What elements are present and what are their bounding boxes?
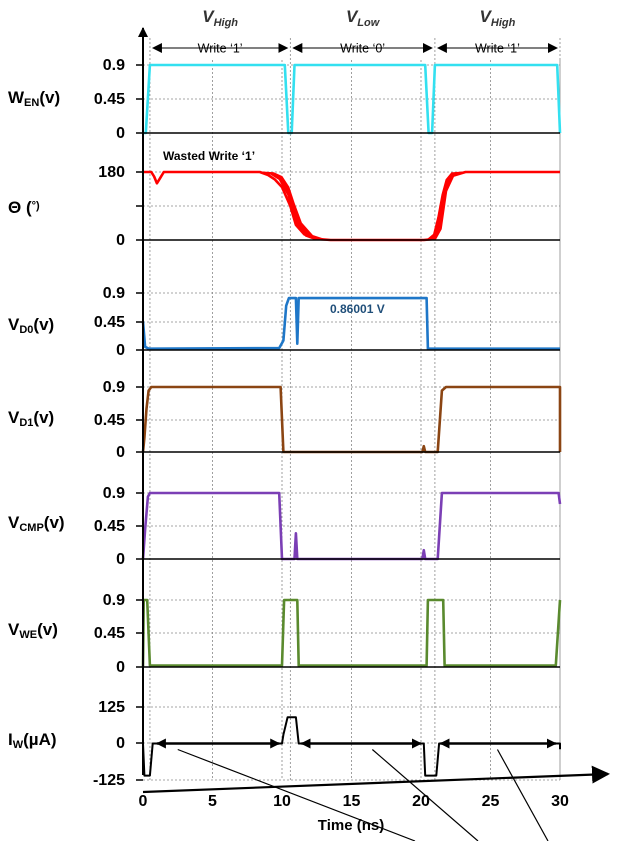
y-tick-label: 0 [116, 232, 125, 249]
x-tick-label: 30 [551, 793, 569, 810]
y-tick-label: 0.9 [103, 485, 125, 502]
panel-label-main: V [8, 408, 20, 427]
panel-label: IW(µA) [8, 730, 57, 751]
x-tick-label: 25 [482, 793, 500, 810]
y-tick-label: 180 [98, 164, 125, 181]
panel-label-main: I [8, 730, 13, 749]
y-tick-label: 0.9 [103, 592, 125, 609]
x-axis-label: Time (ns) [318, 817, 384, 834]
y-tick-label: 0 [116, 444, 125, 461]
panel-label: VD1(v) [8, 408, 54, 429]
phase-title: VHigh [480, 7, 516, 29]
phase-title-main: V [202, 7, 215, 26]
y-tick-label: 0.45 [94, 518, 125, 535]
panel-label-suffix: (µA) [23, 730, 56, 749]
x-axis-arrow [142, 765, 610, 794]
theta-transition-fill [426, 171, 463, 241]
panel-label-suffix: (v) [39, 88, 60, 107]
panel-label-main: W [8, 88, 25, 107]
y-tick-label: 0 [116, 551, 125, 568]
y-tick-label: 0.45 [94, 314, 125, 331]
panel-label-suffix: (v) [33, 408, 54, 427]
y-tick-label: 0.9 [103, 379, 125, 396]
phase-title: VHigh [202, 7, 238, 29]
x-tick-label: 10 [273, 793, 291, 810]
x-tick-label: 15 [343, 793, 361, 810]
series-line-wen [143, 63, 562, 135]
panel-label-sub: D0 [19, 324, 33, 336]
phase-title-main: V [346, 7, 359, 26]
y-tick-label: 0.45 [94, 91, 125, 108]
phase-title-sub: Low [357, 17, 380, 29]
y-tick-label: 0 [116, 735, 125, 752]
panel-label-main: V [8, 315, 20, 334]
panel-label-main: Θ ( [8, 198, 32, 217]
y-tick-label: 0.9 [103, 285, 125, 302]
panel-label: Θ (°) [8, 198, 40, 217]
panel-label: VCMP(v) [8, 513, 65, 534]
y-tick-label: 0.9 [103, 57, 125, 74]
phase-title-main: V [480, 7, 493, 26]
y-tick-label: 125 [98, 699, 125, 716]
panel-label-suffix: (v) [37, 620, 58, 639]
panel-label-suffix: °) [32, 200, 40, 212]
panel-label-main: V [8, 620, 20, 639]
panel-label-sub: CMP [19, 522, 43, 534]
series-line-iw [142, 716, 561, 777]
panel-label: WEN(v) [8, 88, 60, 109]
series-line-vwe [141, 598, 562, 668]
y-tick-label: 0.45 [94, 412, 125, 429]
series-line-vcmp [141, 491, 562, 561]
panel-label-suffix: (v) [33, 315, 54, 334]
axes-layer [136, 27, 610, 841]
vd0-value-annotation: 0.86001 V [330, 302, 385, 316]
x-tick-label: 20 [412, 793, 430, 810]
panel-label-main: V [8, 513, 20, 532]
phase-title-sub: High [491, 17, 516, 29]
y-tick-label: -125 [93, 772, 125, 789]
panel-label-sub: EN [24, 97, 39, 109]
panel-label-sub: WE [19, 629, 37, 641]
panel-label: VWE(v) [8, 620, 58, 641]
series-layer [141, 63, 562, 777]
panel-label-sub: D1 [19, 417, 33, 429]
panel-label-sub: W [13, 739, 24, 751]
x-tick-label: 0 [139, 793, 148, 810]
y-tick-label: 0 [116, 342, 125, 359]
x-tick-label: 5 [208, 793, 217, 810]
panel-label: VD0(v) [8, 315, 54, 336]
phase-title-sub: High [214, 17, 239, 29]
phase-title: VLow [346, 7, 381, 29]
y-tick-label: 0.45 [94, 625, 125, 642]
wasted-write-annotation: Wasted Write ‘1’ [163, 149, 255, 163]
series-line-vd0 [141, 296, 560, 350]
pointer-line [371, 749, 479, 841]
y-tick-label: 0 [116, 125, 125, 142]
panel-label-suffix: (v) [44, 513, 65, 532]
pointer-line [496, 749, 549, 841]
pointer-line [177, 748, 416, 841]
y-tick-label: 0 [116, 659, 125, 676]
